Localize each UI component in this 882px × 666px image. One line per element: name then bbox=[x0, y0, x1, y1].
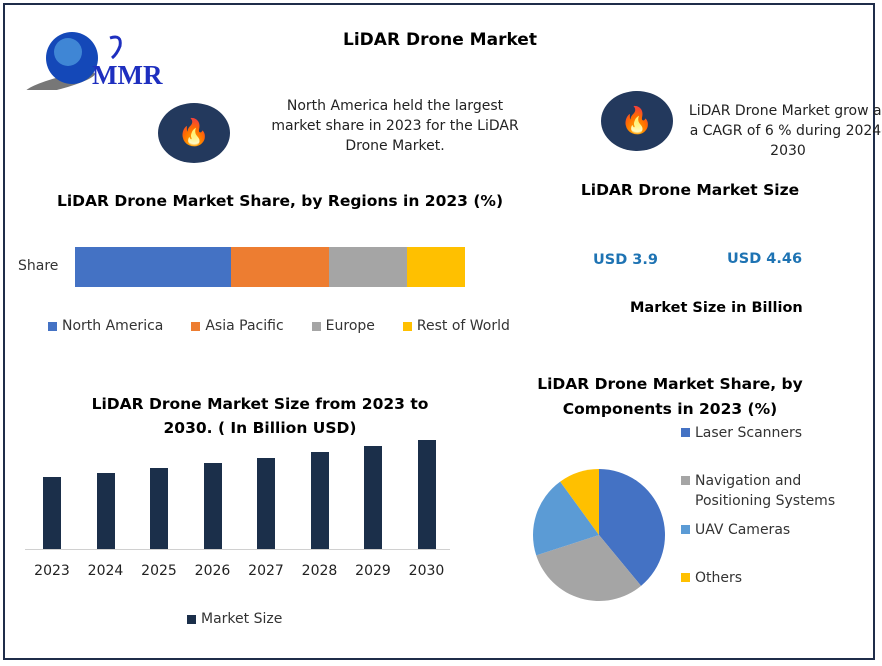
size-x-axis: 2023 2024 2025 2026 2027 2028 2029 2030 bbox=[25, 563, 450, 583]
size-chart-title: LiDAR Drone Market Size from 2023 to 203… bbox=[91, 395, 429, 437]
mmr-logo: MMR bbox=[20, 28, 180, 94]
pie-slice-uav-cameras bbox=[533, 481, 599, 556]
x-tick-2028: 2028 bbox=[301, 563, 338, 579]
regions-category-label: Share bbox=[18, 258, 59, 274]
market-size-2023: USD 3.9 bbox=[593, 252, 658, 268]
market-size-caption: Market Size in Billion bbox=[630, 300, 803, 316]
stack-segment-north-america bbox=[75, 247, 231, 287]
components-pie-chart bbox=[533, 469, 665, 601]
pie-legend-item: UAV Cameras bbox=[681, 520, 851, 540]
market-size-2030: USD 4.46 bbox=[727, 251, 803, 267]
x-tick-2029: 2029 bbox=[355, 563, 391, 579]
bar-2027 bbox=[257, 457, 275, 549]
flame-icon: 🔥 bbox=[620, 106, 654, 136]
pie-legend-label: UAV Cameras bbox=[695, 522, 791, 538]
legend-europe: Europe bbox=[311, 318, 375, 334]
pie-legend-label: Others bbox=[695, 570, 743, 586]
callout-text-region: North America held the largest market sh… bbox=[271, 98, 519, 154]
bar-2029 bbox=[364, 446, 382, 549]
bar-2026 bbox=[203, 462, 222, 549]
size-bar-chart bbox=[25, 420, 450, 550]
page-title: LiDAR Drone Market bbox=[343, 30, 537, 50]
x-tick-2026: 2026 bbox=[194, 563, 231, 579]
pie-legend-item: Others bbox=[681, 568, 851, 588]
x-tick-2030: 2030 bbox=[408, 563, 445, 579]
x-tick-2023: 2023 bbox=[34, 563, 70, 579]
size-legend: Market Size bbox=[187, 611, 282, 627]
pie-legend-item: Laser Scanners bbox=[681, 423, 851, 443]
pie-legend-label: Laser Scanners bbox=[695, 425, 803, 441]
market-size-title: LiDAR Drone Market Size bbox=[580, 181, 800, 199]
bar-2028 bbox=[310, 452, 329, 549]
x-tick-2024: 2024 bbox=[87, 563, 124, 579]
x-tick-2027: 2027 bbox=[248, 563, 284, 579]
stack-segment-asia-pacific bbox=[231, 247, 329, 287]
regions-chart-title: LiDAR Drone Market Share, by Regions in … bbox=[56, 192, 504, 210]
regions-stacked-bar bbox=[75, 247, 465, 287]
stack-segment-rest-of-world bbox=[406, 247, 465, 287]
bar-2025 bbox=[150, 467, 168, 549]
pie-slice-navigation-and-positioning-systems bbox=[536, 535, 642, 601]
regions-legend: North America Asia Pacific Europe Rest o… bbox=[48, 318, 510, 334]
bar-2023 bbox=[43, 476, 61, 549]
bar-2024 bbox=[96, 472, 115, 549]
stack-segment-europe bbox=[328, 247, 407, 287]
x-tick-2025: 2025 bbox=[141, 563, 177, 579]
pie-legend-item: Navigation and Positioning Systems bbox=[681, 471, 851, 511]
pie-slice-laser-scanners bbox=[599, 469, 665, 586]
bar-2030 bbox=[417, 440, 436, 549]
pie-slice-others bbox=[560, 469, 599, 535]
pie-legend-label: Navigation and Positioning Systems bbox=[695, 473, 836, 509]
legend-rest-of-world: Rest of World bbox=[402, 318, 510, 334]
callout-text-cagr: LiDAR Drone Market grow at a CAGR of 6 %… bbox=[688, 103, 882, 159]
callout-icon-circle: 🔥 bbox=[158, 103, 230, 163]
page-frame bbox=[3, 3, 875, 660]
callout-icon-circle: 🔥 bbox=[601, 91, 673, 151]
legend-asia-pacific: Asia Pacific bbox=[191, 318, 284, 334]
legend-north-america: North America bbox=[48, 318, 163, 334]
flame-icon: 🔥 bbox=[177, 118, 211, 148]
components-chart-title: LiDAR Drone Market Share, by Components … bbox=[537, 375, 803, 418]
